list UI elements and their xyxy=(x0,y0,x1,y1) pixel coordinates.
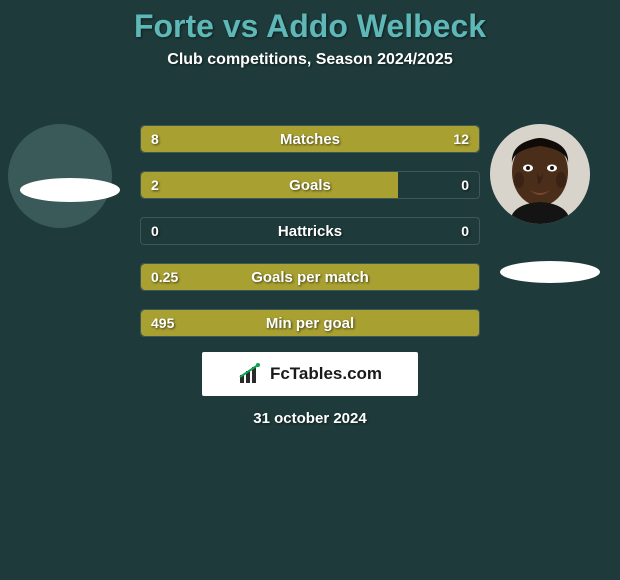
logo-box: FcTables.com xyxy=(202,352,418,396)
stat-bar-label: Matches xyxy=(141,126,479,152)
decor-ellipse-1 xyxy=(20,178,120,202)
stat-bar-row: 00Hattricks xyxy=(140,217,480,245)
player-face-icon xyxy=(490,124,590,224)
date-line: 31 october 2024 xyxy=(0,410,620,427)
stat-bar-label: Min per goal xyxy=(141,310,479,336)
stat-bar-row: 0.25Goals per match xyxy=(140,263,480,291)
logo-text: FcTables.com xyxy=(270,364,382,384)
decor-ellipse-2 xyxy=(500,261,600,283)
stats-bars: 812Matches 20Goals 00Hattricks 0.25Goals pe… xyxy=(140,125,480,355)
stat-bar-label: Hattricks xyxy=(141,218,479,244)
avatar-right xyxy=(490,124,590,224)
subtitle: Club competitions, Season 2024/2025 xyxy=(0,51,620,69)
stat-bar-row: 495Min per goal xyxy=(140,309,480,337)
stat-bar-row: 812Matches xyxy=(140,125,480,153)
avatar-left xyxy=(8,124,112,228)
page-title: Forte vs Addo Welbeck xyxy=(0,0,620,45)
stat-bar-row: 20Goals xyxy=(140,171,480,199)
chart-icon xyxy=(238,363,264,385)
stat-bar-label: Goals per match xyxy=(141,264,479,290)
stat-bar-label: Goals xyxy=(141,172,479,198)
